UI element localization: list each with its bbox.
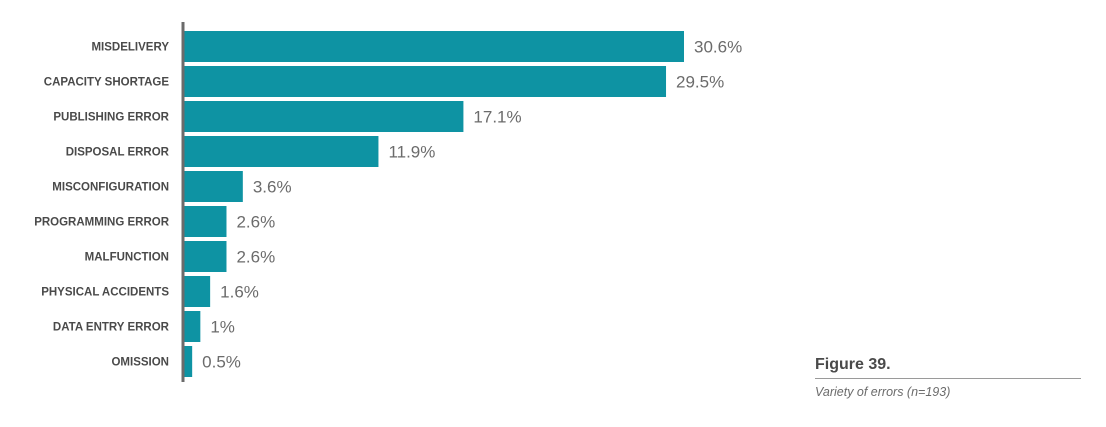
value-label: 2.6% bbox=[236, 213, 275, 232]
bar bbox=[184, 101, 464, 132]
category-label: PUBLISHING ERROR bbox=[53, 112, 169, 124]
category-label: MISDELIVERY bbox=[91, 42, 169, 54]
value-label: 11.9% bbox=[388, 143, 435, 162]
category-label: PHYSICAL ACCIDENTS bbox=[41, 287, 169, 299]
value-label: 17.1% bbox=[473, 108, 521, 127]
value-label: 30.6% bbox=[694, 38, 742, 57]
bar bbox=[184, 241, 227, 272]
value-label: 1.6% bbox=[220, 283, 259, 302]
category-label: MALFUNCTION bbox=[85, 252, 169, 264]
category-label: OMISSION bbox=[111, 357, 169, 369]
bars-group: MISDELIVERY 30.6% CAPACITY SHORTAGE 29.5% PU… bbox=[34, 31, 742, 377]
value-label: 0.5% bbox=[202, 353, 241, 372]
value-label: 1% bbox=[210, 318, 235, 337]
bar bbox=[184, 171, 243, 202]
category-label: CAPACITY SHORTAGE bbox=[44, 77, 170, 89]
bar bbox=[184, 276, 211, 307]
value-label: 2.6% bbox=[236, 248, 275, 267]
bar bbox=[184, 136, 379, 167]
category-label: PROGRAMMING ERROR bbox=[34, 217, 170, 229]
bar bbox=[184, 31, 684, 62]
value-label: 3.6% bbox=[253, 178, 292, 197]
bar bbox=[184, 66, 667, 97]
category-label: DATA ENTRY ERROR bbox=[53, 322, 170, 334]
bar-chart: MISDELIVERY 30.6% CAPACITY SHORTAGE 29.5% PU… bbox=[34, 22, 742, 382]
bar bbox=[184, 311, 201, 342]
bar bbox=[184, 206, 227, 237]
figure-title: Figure 39. bbox=[815, 356, 1081, 379]
category-label: MISCONFIGURATION bbox=[52, 182, 169, 194]
figure-caption-block: Figure 39. Variety of errors (n=193) bbox=[815, 356, 1081, 399]
bar bbox=[184, 346, 193, 377]
figure-caption: Variety of errors (n=193) bbox=[815, 385, 951, 399]
category-label: DISPOSAL ERROR bbox=[66, 147, 170, 159]
value-label: 29.5% bbox=[676, 73, 724, 92]
